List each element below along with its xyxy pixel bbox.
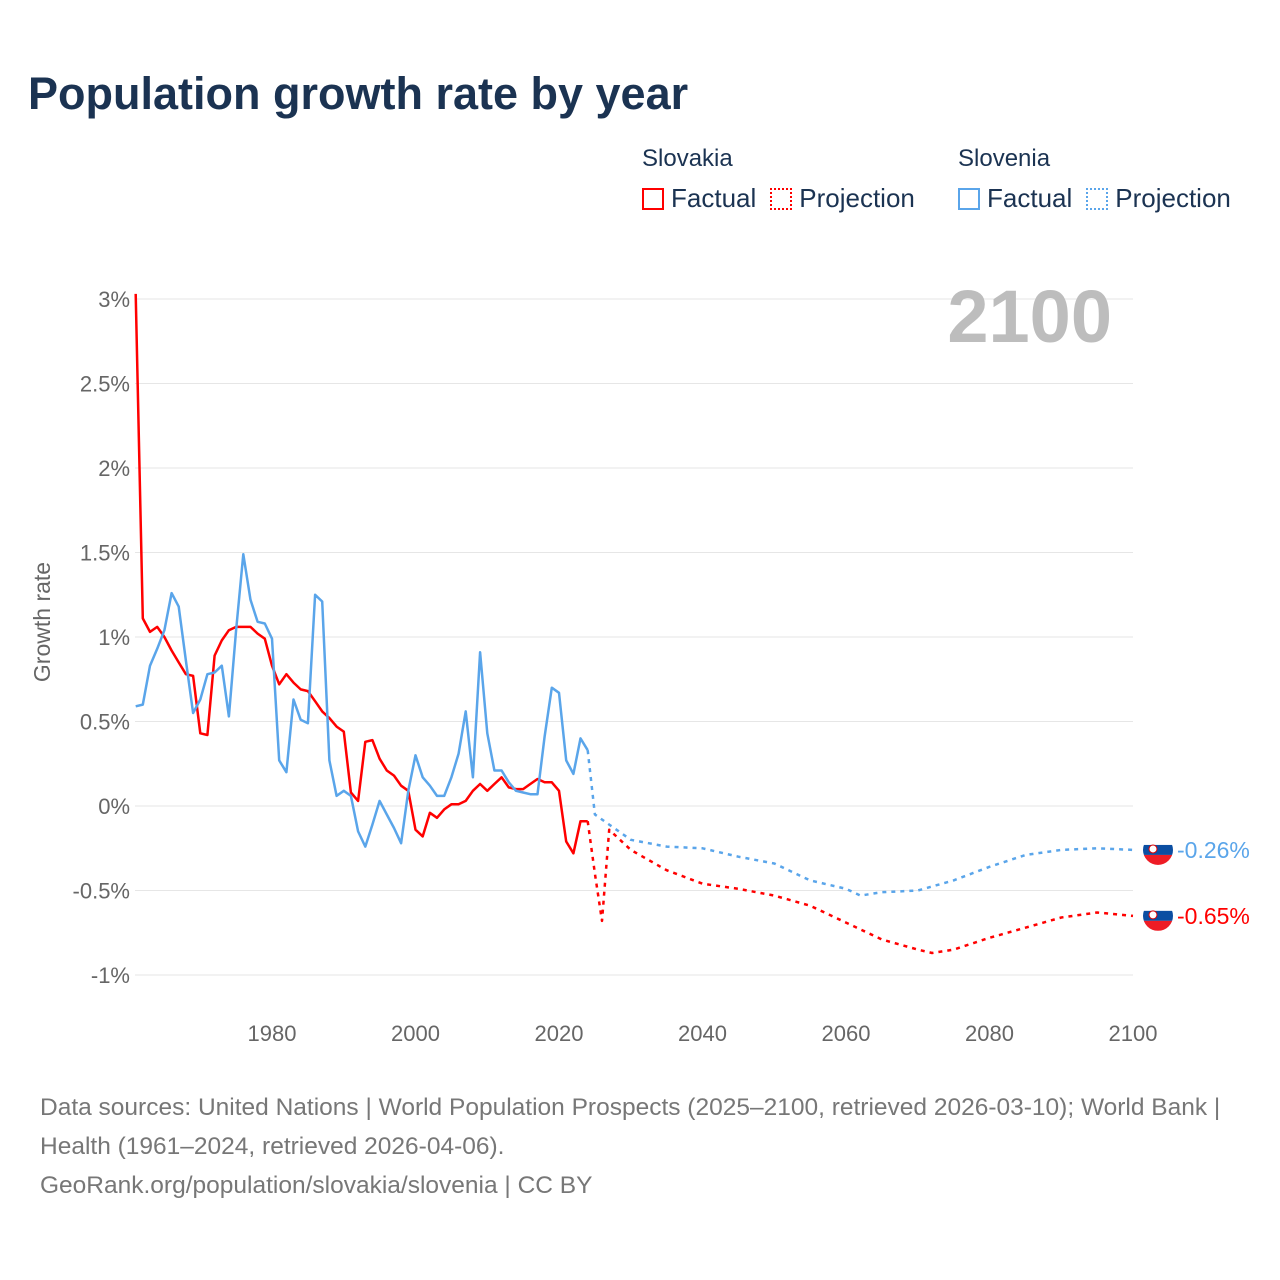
dotted-swatch-icon: [770, 187, 793, 210]
stripe: [1143, 844, 1173, 855]
legend-slovenia-projection[interactable]: Projection: [1086, 183, 1231, 214]
coat-of-arms: [1148, 844, 1158, 854]
y-axis-label: Growth rate: [29, 562, 55, 682]
flag-stripes: [1143, 900, 1173, 931]
legend-slovakia: Slovakia Factual Projection: [642, 145, 915, 214]
legend-slovakia-factual[interactable]: Factual: [642, 183, 756, 214]
stripe: [1143, 910, 1173, 921]
x-tick-label: 2040: [678, 1021, 727, 1046]
x-tick-label: 2000: [391, 1021, 440, 1046]
legend-group-label: Slovakia: [642, 145, 733, 172]
flag-stripes: [1143, 834, 1173, 865]
series-slovenia-projection: [586, 750, 1134, 897]
footer: Data sources: United Nations | World Pop…: [40, 1088, 1240, 1205]
dotted-swatch-icon: [1086, 187, 1109, 210]
y-tick-label: -1%: [91, 963, 130, 988]
series-slovakia-factual: [134, 293, 588, 855]
x-tick-label: 2100: [1109, 1021, 1158, 1046]
slovakia-end-label: -0.65%: [1177, 903, 1250, 929]
x-tick-label: 2020: [535, 1021, 584, 1046]
stripe: [1143, 834, 1173, 845]
page-title: Population growth rate by year: [28, 68, 689, 119]
legend-slovenia-factual[interactable]: Factual: [958, 183, 1072, 214]
x-tick-label: 2080: [965, 1021, 1014, 1046]
x-tick-label: 2060: [822, 1021, 871, 1046]
series-slovenia-factual: [135, 552, 589, 848]
stripe: [1143, 900, 1173, 911]
coat-of-arms: [1148, 910, 1158, 920]
legend-label: Factual: [987, 183, 1073, 213]
y-tick-label: 0%: [98, 794, 130, 819]
line-chart: 3% 2.5% 2% 1.5% 1% 0.5% 0% -0.5% -1% 1980 2000 2020…: [29, 275, 1250, 1046]
y-tick-label: 1%: [98, 625, 130, 650]
slovakia-flag-icon: [1143, 900, 1173, 931]
stripe: [1143, 920, 1173, 931]
x-tick-label: 1980: [248, 1021, 297, 1046]
series-slovakia-projection: [586, 821, 1134, 955]
y-tick-label: -0.5%: [73, 879, 130, 904]
legend-label: Projection: [799, 183, 915, 213]
slovenia-end-label: -0.26%: [1177, 837, 1250, 863]
solid-swatch-icon: [958, 187, 980, 210]
y-tick-label: 0.5%: [80, 710, 130, 735]
legend-slovakia-projection[interactable]: Projection: [770, 183, 915, 214]
legend-group-label: Slovenia: [958, 145, 1051, 172]
data-sources: Data sources: United Nations | World Pop…: [40, 1094, 1221, 1160]
y-tick-label: 1.5%: [80, 541, 130, 566]
y-tick-label: 3%: [98, 287, 130, 312]
y-tick-label: 2%: [98, 456, 130, 481]
solid-swatch-icon: [642, 187, 664, 210]
legend-label: Projection: [1115, 183, 1231, 213]
site-credit[interactable]: GeoRank.org/population/slovakia/slovenia…: [40, 1172, 593, 1199]
slovenia-flag-icon: [1143, 834, 1173, 865]
legend-label: Factual: [671, 183, 757, 213]
y-tick-label: 2.5%: [80, 372, 130, 397]
legend-slovenia: Slovenia Factual Projection: [958, 145, 1231, 214]
stripe: [1143, 854, 1173, 865]
year-display: 2100: [947, 275, 1112, 358]
